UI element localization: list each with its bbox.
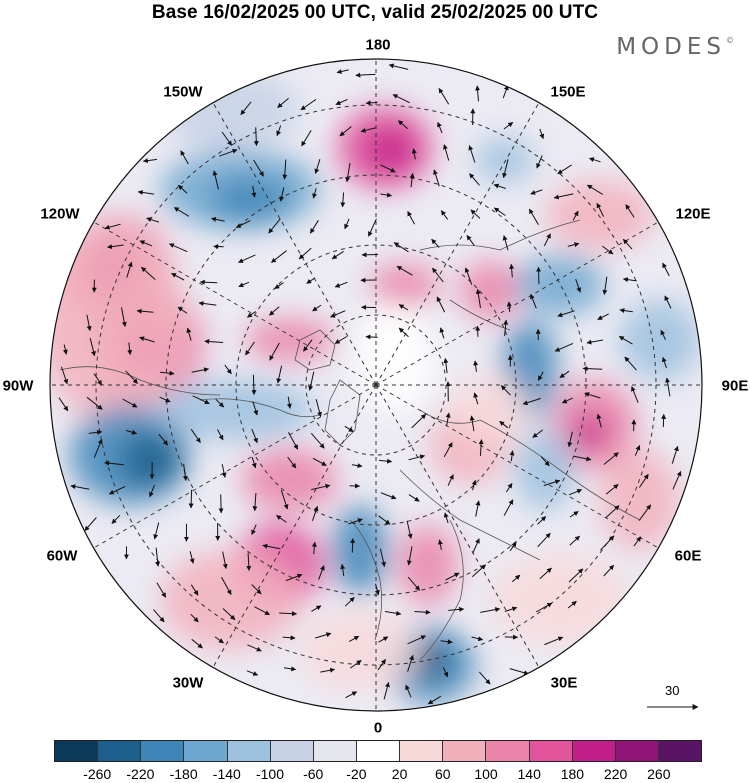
longitude-label: 30E <box>550 674 578 692</box>
colorbar-tick-label: 180 <box>560 766 585 782</box>
longitude-label: 60W <box>46 547 78 565</box>
longitude-label: 30W <box>172 674 204 692</box>
colorbar-segment <box>98 740 142 762</box>
colorbar-segment <box>270 740 314 762</box>
colorbar-tick-label: 20 <box>391 766 408 782</box>
brand-logo: MODES© <box>616 34 734 60</box>
colorbar-segment <box>313 740 357 762</box>
polar-map <box>49 58 703 712</box>
colorbar-segment <box>356 740 401 762</box>
reference-vector: 30 <box>646 683 702 713</box>
reference-vector-label: 30 <box>665 683 680 698</box>
colorbar-tick-label: -260 <box>83 766 112 782</box>
colorbar-tick-label: -140 <box>212 766 241 782</box>
colorbar-segment <box>529 740 573 762</box>
colorbar-segment <box>184 740 228 762</box>
colorbar <box>54 740 703 762</box>
longitude-label: 90W <box>2 377 34 395</box>
colorbar-tick-label: 260 <box>647 766 671 782</box>
colorbar-segment <box>486 740 530 762</box>
colorbar-segment <box>658 740 703 762</box>
longitude-label: 90E <box>721 377 749 395</box>
longitude-label: 150E <box>550 83 586 101</box>
colorbar-tick-label: 220 <box>603 766 628 782</box>
longitude-label: 0 <box>373 719 383 737</box>
colorbar-segment <box>141 740 185 762</box>
colorbar-segment <box>400 740 444 762</box>
longitude-label: 60E <box>674 547 702 565</box>
colorbar-segment <box>443 740 487 762</box>
colorbar-segment <box>615 740 659 762</box>
colorbar-tick-label: -20 <box>346 766 367 782</box>
colorbar-segment <box>227 740 271 762</box>
colorbar-tick-label: -100 <box>255 766 285 782</box>
colorbar-segment <box>572 740 616 762</box>
colorbar-tick-label: -60 <box>303 766 324 782</box>
colorbar-tick-label: 100 <box>474 766 498 782</box>
longitude-label: 120W <box>40 205 80 223</box>
colorbar-tick-label: -180 <box>169 766 198 782</box>
colorbar-tick-label: 140 <box>517 766 541 782</box>
longitude-label: 120E <box>675 205 711 223</box>
colorbar-tick-label: 60 <box>435 766 451 782</box>
chart-title: Base 16/02/2025 00 UTC, valid 25/02/2025… <box>151 2 599 23</box>
colorbar-segment <box>54 740 99 762</box>
longitude-label: 180 <box>365 36 391 54</box>
longitude-label: 150W <box>163 83 203 101</box>
colorbar-tick-label: -220 <box>126 766 155 782</box>
